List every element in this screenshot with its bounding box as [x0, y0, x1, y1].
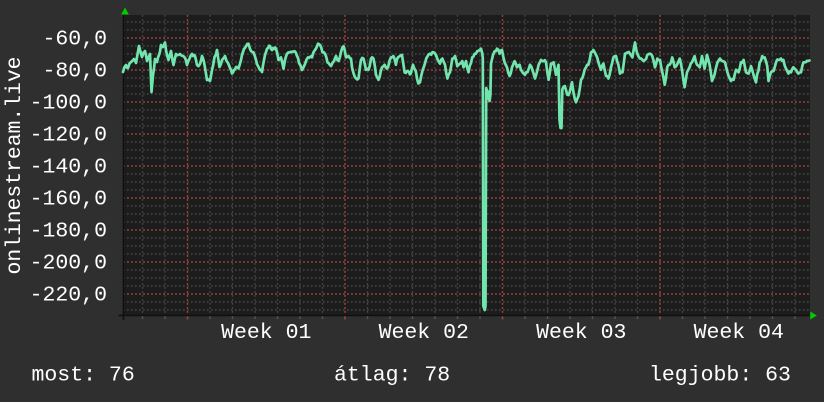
svg-text:legjobb: 63: legjobb: 63: [649, 363, 791, 387]
svg-text:onlinestream.live: onlinestream.live: [4, 57, 27, 275]
svg-text:-200,0: -200,0: [30, 252, 107, 276]
svg-text:-180,0: -180,0: [30, 220, 107, 244]
svg-text:Week 01: Week 01: [221, 321, 311, 345]
svg-text:Week 04: Week 04: [694, 321, 784, 345]
svg-text:-80,0: -80,0: [42, 60, 107, 84]
svg-text:-60,0: -60,0: [42, 28, 107, 52]
svg-text:-100,0: -100,0: [30, 92, 107, 116]
svg-text:Week 03: Week 03: [536, 321, 626, 345]
svg-text:-160,0: -160,0: [30, 188, 107, 212]
svg-text:most: 76: most: 76: [32, 363, 135, 387]
svg-text:átlag: 78: átlag: 78: [334, 363, 450, 387]
svg-text:Week 02: Week 02: [379, 321, 469, 345]
svg-text:-120,0: -120,0: [30, 124, 107, 148]
svg-text:-220,0: -220,0: [30, 284, 107, 308]
svg-text:-140,0: -140,0: [30, 156, 107, 180]
